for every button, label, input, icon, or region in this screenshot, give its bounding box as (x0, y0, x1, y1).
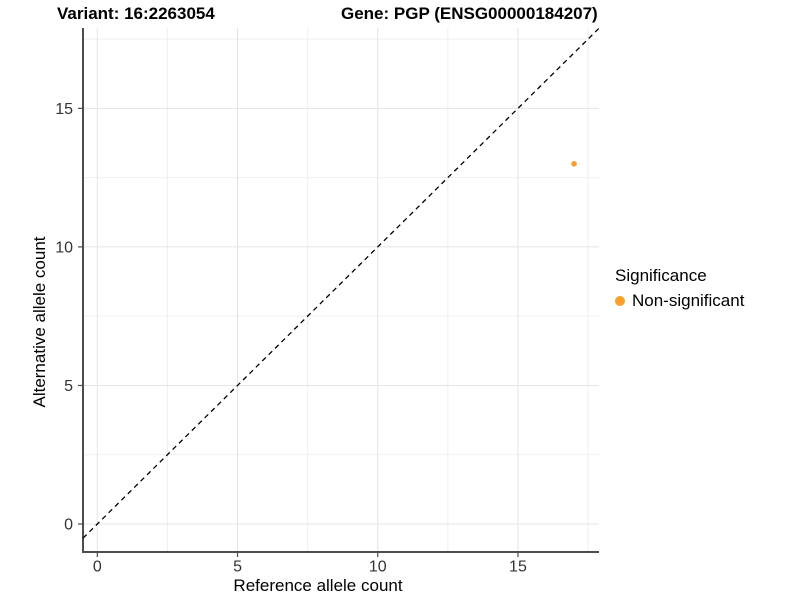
y-tick-label: 15 (55, 101, 73, 118)
legend-item-label: Non-significant (632, 291, 745, 310)
legend-title: Significance (615, 266, 707, 285)
plot-title-variant: Variant: 16:2263054 (57, 4, 215, 23)
legend-point-icon (615, 296, 625, 306)
x-axis-title: Reference allele count (233, 576, 403, 595)
y-axis-title: Alternative allele count (30, 236, 49, 408)
x-tick-label: 15 (509, 558, 527, 575)
y-tick-label: 10 (55, 240, 73, 257)
x-tick-label: 5 (233, 558, 242, 575)
y-tick-label: 0 (64, 517, 73, 534)
plot-title-gene: Gene: PGP (ENSG00000184207) (341, 4, 598, 23)
y-tick-label: 5 (64, 378, 73, 395)
identity-reference-line (82, 27, 600, 539)
data-point (571, 160, 577, 167)
legend: Significance Non-significant (615, 266, 744, 311)
x-tick-label: 0 (93, 558, 102, 575)
x-tick-label: 10 (369, 558, 387, 575)
legend-item-non-significant: Non-significant (615, 291, 744, 311)
